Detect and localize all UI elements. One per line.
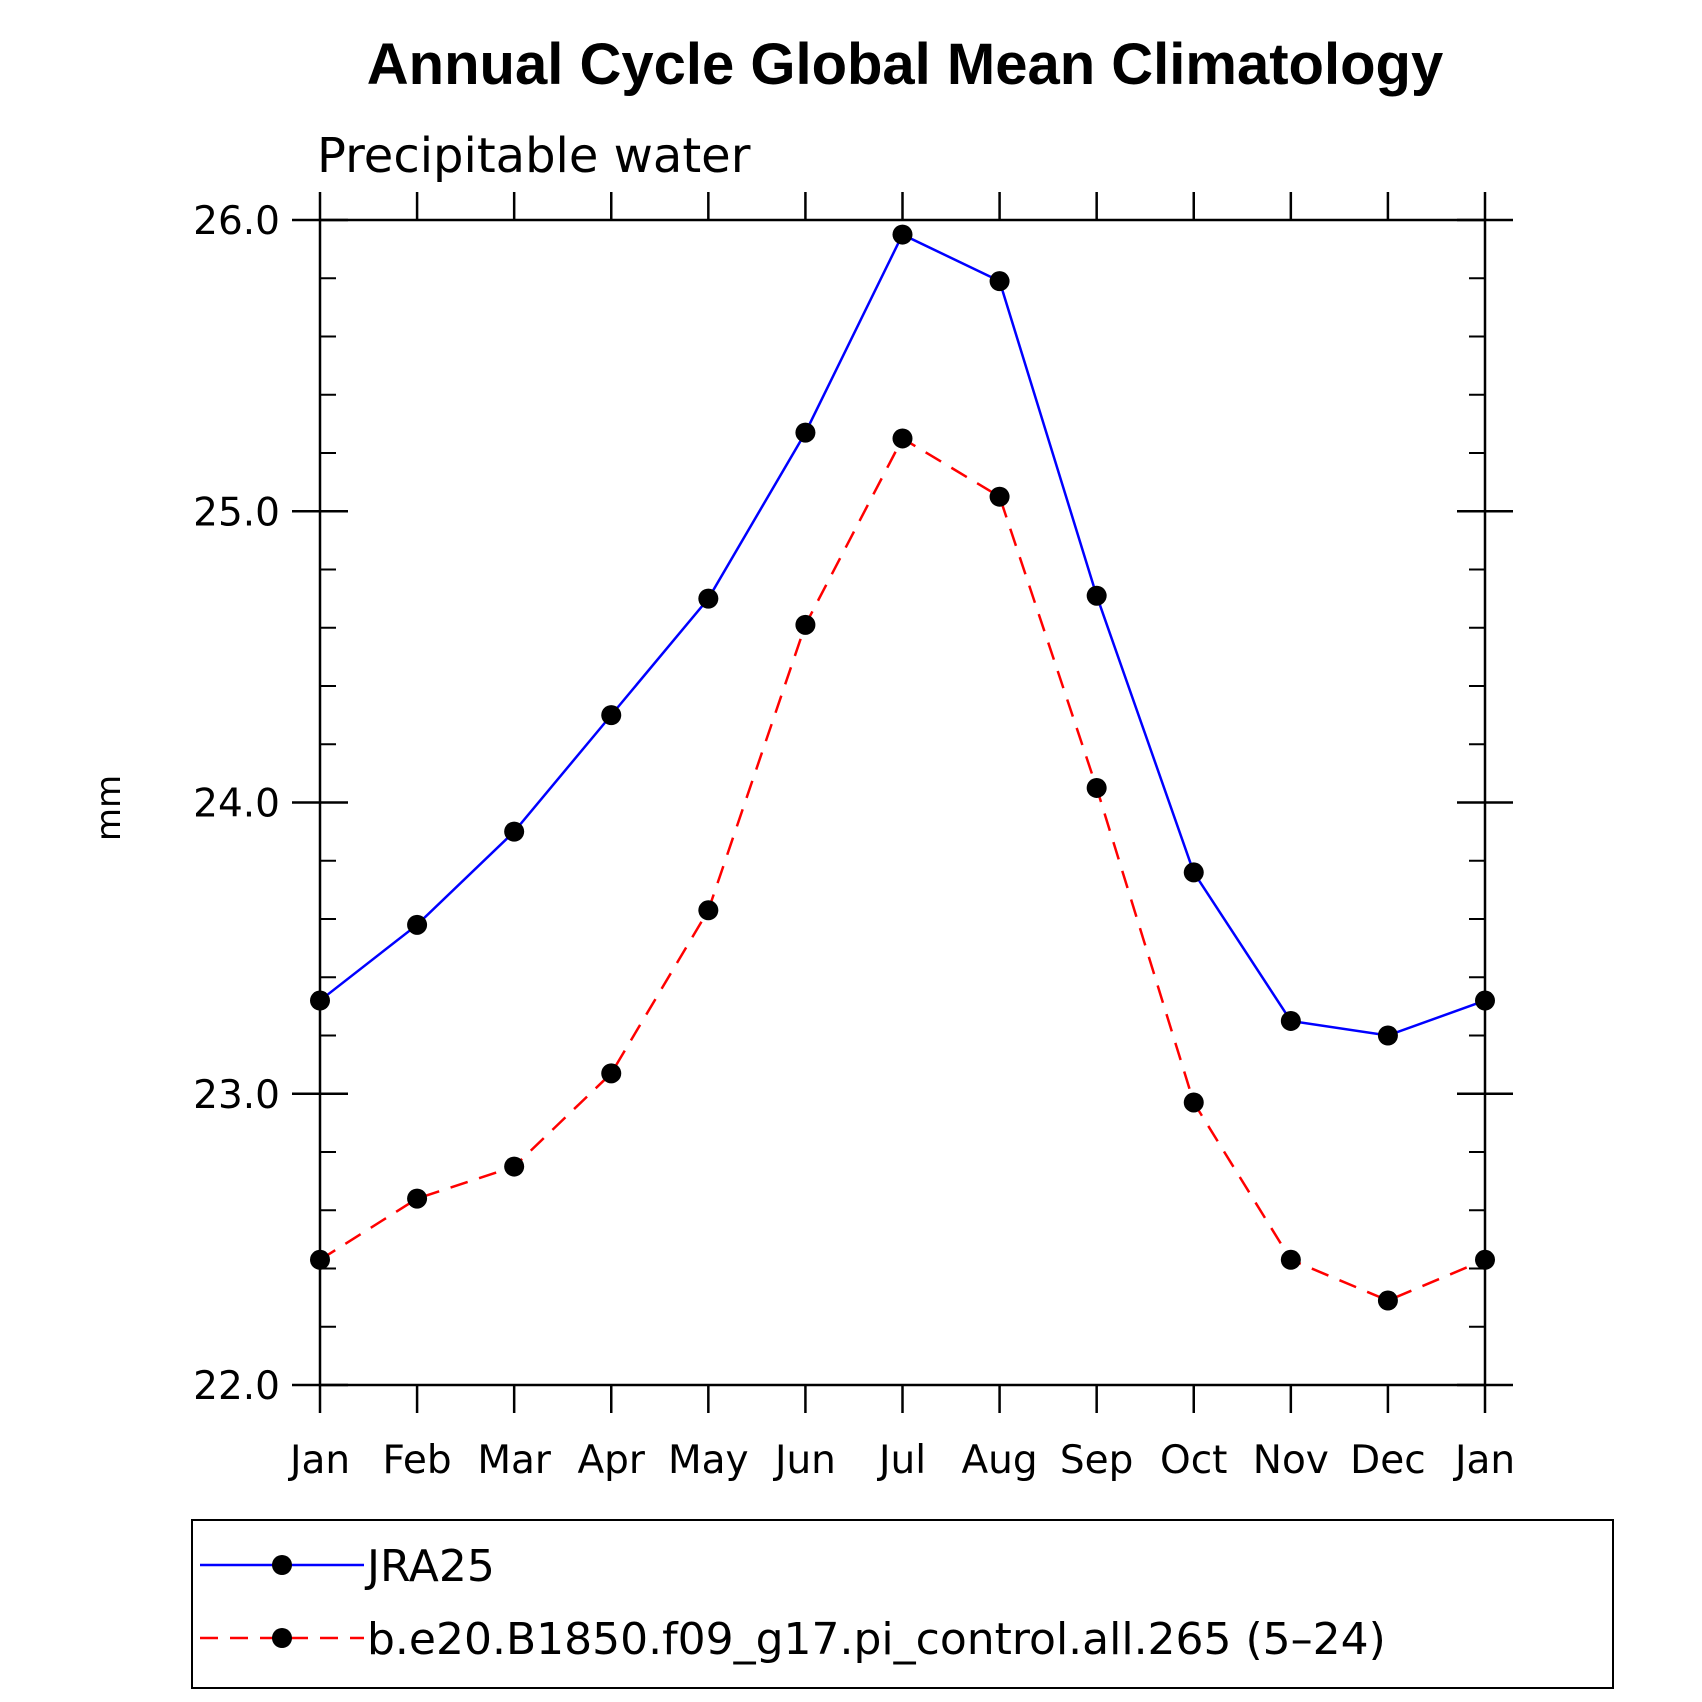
data-point xyxy=(504,1156,525,1177)
legend: JRA25 b.e20.B1850.f09_g17.pi_control.all.… xyxy=(191,1519,1614,1689)
legend-label: b.e20.B1850.f09_g17.pi_control.all.265 (… xyxy=(367,1614,1386,1665)
x-tick-label: Sep xyxy=(1060,1438,1134,1483)
data-point xyxy=(1183,862,1204,883)
x-tick-label: Jan xyxy=(1452,1438,1515,1483)
data-point xyxy=(989,486,1010,507)
data-point xyxy=(698,900,719,921)
y-tick-label: 22.0 xyxy=(193,1364,280,1409)
axis-ticks xyxy=(292,192,1513,1413)
x-tick-label: Feb xyxy=(383,1438,452,1483)
data-point xyxy=(1475,990,1495,1011)
chart-title: Annual Cycle Global Mean Climatology xyxy=(367,32,1443,97)
data-point xyxy=(1377,1290,1398,1311)
x-tick-label: Mar xyxy=(477,1438,552,1483)
data-point xyxy=(1475,1249,1495,1270)
series-2 xyxy=(310,428,1495,1311)
data-point xyxy=(310,990,330,1011)
series-layer xyxy=(310,224,1495,1311)
x-tick-labels: Jan Feb Mar Apr May Jun Jul Aug Sep Oct Nov Dec Jan xyxy=(287,1438,1515,1483)
data-point xyxy=(795,614,816,635)
x-tick-label: Oct xyxy=(1160,1438,1227,1483)
data-point xyxy=(504,821,525,842)
legend-marker xyxy=(272,1555,292,1575)
data-point xyxy=(795,422,816,443)
data-point xyxy=(407,914,428,935)
chart-subtitle: Precipitable water xyxy=(317,128,751,184)
x-tick-label: Apr xyxy=(578,1438,646,1483)
data-point xyxy=(407,1188,428,1209)
data-point xyxy=(1280,1249,1301,1270)
series-line xyxy=(319,232,1486,1037)
legend-items: JRA25 b.e20.B1850.f09_g17.pi_control.all.… xyxy=(200,1541,1386,1665)
x-tick-label: Jan xyxy=(287,1438,350,1483)
x-tick-label: Dec xyxy=(1350,1438,1425,1483)
data-point xyxy=(1183,1092,1204,1113)
data-point xyxy=(698,588,719,609)
plot-frame xyxy=(318,218,1487,1387)
y-axis-label: mm xyxy=(89,775,129,841)
legend-marker xyxy=(272,1628,292,1648)
x-tick-label: Jun xyxy=(772,1438,836,1483)
legend-label: JRA25 xyxy=(364,1541,495,1592)
legend-box xyxy=(191,1519,1614,1689)
x-tick-label: Jul xyxy=(876,1438,926,1483)
data-point xyxy=(892,224,913,245)
y-tick-label: 23.0 xyxy=(193,1073,280,1118)
data-point xyxy=(1377,1025,1398,1046)
legend-item: JRA25 xyxy=(200,1541,495,1592)
series-1 xyxy=(310,224,1495,1046)
data-point xyxy=(892,428,913,449)
data-point xyxy=(601,1063,622,1084)
y-tick-label: 24.0 xyxy=(193,782,280,827)
x-tick-label: Aug xyxy=(962,1438,1038,1483)
data-point xyxy=(310,1249,330,1270)
series-line xyxy=(319,436,1486,1302)
x-tick-label: May xyxy=(668,1438,749,1483)
y-tick-label: 26.0 xyxy=(193,199,280,244)
x-tick-label: Nov xyxy=(1253,1438,1329,1483)
legend-item: b.e20.B1850.f09_g17.pi_control.all.265 (… xyxy=(200,1614,1386,1665)
y-tick-labels: 22.0 23.0 24.0 25.0 26.0 xyxy=(193,199,280,1409)
data-point xyxy=(1086,585,1107,606)
data-point xyxy=(989,271,1010,292)
y-tick-label: 25.0 xyxy=(193,490,280,535)
data-point xyxy=(1086,777,1107,798)
data-point xyxy=(1280,1010,1301,1031)
data-point xyxy=(601,705,622,726)
